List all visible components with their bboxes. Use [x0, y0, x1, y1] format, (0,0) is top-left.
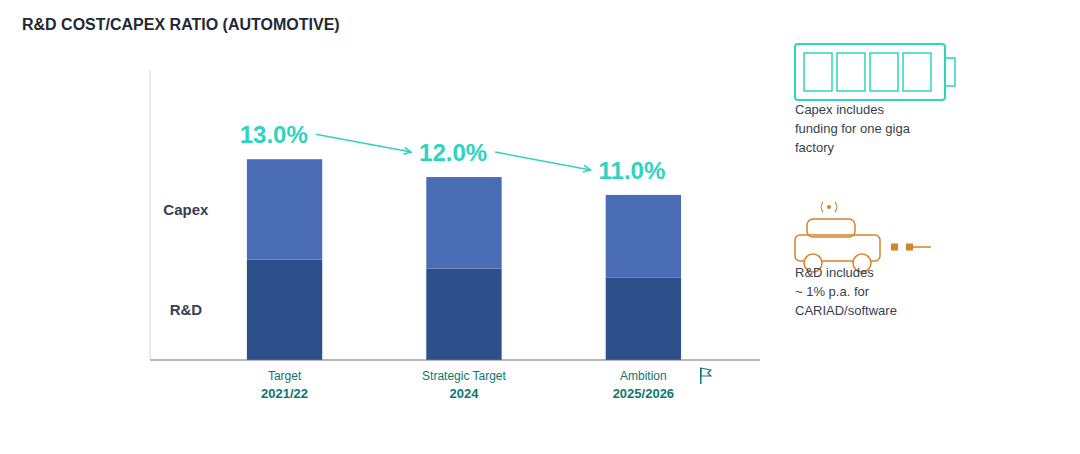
signal-arcs — [821, 202, 837, 212]
battery-nub — [945, 58, 955, 86]
arrow-head — [583, 165, 591, 172]
x-tick-label-line: 2024 — [450, 386, 480, 401]
series-label: Capex — [163, 201, 209, 218]
x-tick-label-line: Target — [268, 369, 302, 383]
bars — [247, 159, 681, 360]
bar — [426, 177, 501, 268]
y-axis-line — [150, 70, 151, 360]
flag-cloth — [701, 368, 711, 376]
bar — [606, 195, 681, 278]
x-tick-label-line: Strategic Target — [422, 369, 506, 383]
marker-line — [910, 246, 931, 248]
marker-square — [906, 244, 913, 251]
x-tick-label-line: 2025/2026 — [613, 386, 674, 401]
bar — [606, 277, 681, 360]
side-note: R&D includes ~ 1% p.a. for CARIAD/software — [795, 202, 931, 318]
battery-cell — [870, 53, 898, 91]
bar — [247, 159, 322, 259]
bar — [426, 269, 501, 360]
arrow-shaft — [495, 152, 590, 170]
trend-arrow — [495, 152, 590, 172]
battery-cell — [804, 53, 832, 91]
series-label: R&D — [170, 301, 203, 318]
battery-cell — [903, 53, 931, 91]
battery-body — [795, 44, 945, 100]
x-tick-label: Strategic Target 2024 — [422, 369, 506, 401]
marker-square — [891, 244, 898, 251]
x-tick-label-line: Ambition — [620, 369, 667, 383]
title: R&D COST/CAPEX RATIO (AUTOMOTIVE) — [22, 16, 340, 33]
side-note-line: factory — [795, 140, 835, 155]
arrow-head — [403, 147, 411, 154]
chart-container: R&D COST/CAPEX RATIO (AUTOMOTIVE) R&D Cape… — [0, 0, 1080, 454]
side-note-line: ~ 1% p.a. for — [795, 284, 870, 299]
ratio-label: 12.0% — [419, 139, 487, 166]
signal-dot — [827, 205, 831, 209]
side-note-line: R&D includes — [795, 265, 874, 280]
x-tick-label: Target 2021/22 — [261, 369, 308, 401]
flag-icon — [701, 368, 711, 384]
arrow-shaft — [316, 134, 411, 152]
x-tick-label-line: 2021/22 — [261, 386, 308, 401]
ratio-label: 13.0% — [240, 121, 308, 148]
x-axis-line — [150, 359, 760, 360]
side-note-line: Capex includes — [795, 102, 884, 117]
battery-cell — [837, 53, 865, 91]
side-note-line: CARIAD/software — [795, 303, 897, 318]
bar — [247, 260, 322, 360]
chart-svg: R&D COST/CAPEX RATIO (AUTOMOTIVE) R&D Cape… — [0, 0, 1080, 454]
side-note: Capex includes funding for one giga factor… — [795, 44, 955, 155]
ratio-label: 11.0% — [599, 157, 666, 184]
x-tick-label: Ambition 2025/2026 — [613, 369, 674, 401]
side-note-line: funding for one giga — [795, 121, 911, 136]
side-note-text: R&D includes ~ 1% p.a. for CARIAD/software — [795, 265, 897, 318]
side-note-text: Capex includes funding for one giga factor… — [795, 102, 911, 155]
trend-arrow — [316, 134, 411, 154]
